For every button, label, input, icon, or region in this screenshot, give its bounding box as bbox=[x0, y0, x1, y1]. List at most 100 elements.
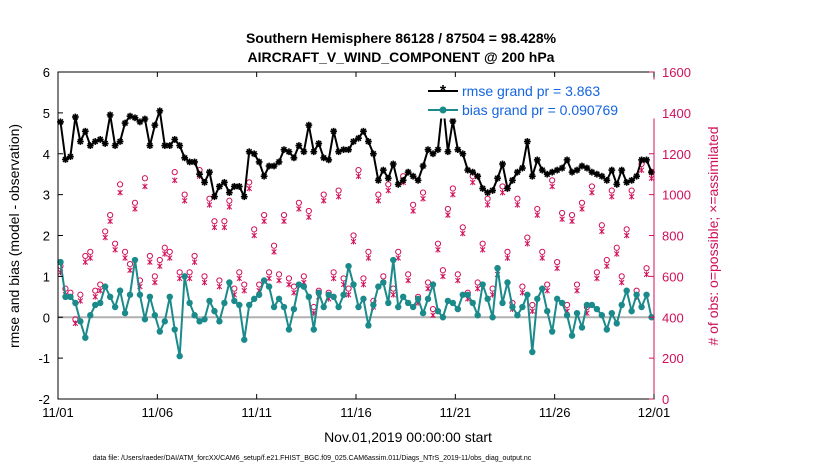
obs-assimilated-point bbox=[643, 271, 650, 278]
bias-point bbox=[419, 309, 427, 317]
rmse-point bbox=[414, 176, 422, 184]
obs-assimilated-point bbox=[559, 216, 565, 223]
obs-possible-point bbox=[623, 226, 630, 233]
obs-assimilated-point bbox=[469, 179, 476, 186]
bias-point bbox=[489, 314, 496, 321]
bias-point bbox=[414, 295, 422, 303]
obs-possible-point bbox=[176, 269, 183, 276]
obs-possible-point bbox=[191, 252, 198, 260]
rmse-point bbox=[151, 121, 159, 129]
obs-assimilated-point bbox=[171, 177, 178, 184]
obs-assimilated-point bbox=[648, 175, 655, 182]
bias-point bbox=[255, 291, 263, 298]
obs-assimilated-point bbox=[112, 246, 118, 253]
obs-possible-point bbox=[216, 277, 223, 284]
obs-possible-point bbox=[588, 183, 596, 190]
y2-tick-label: 1000 bbox=[662, 188, 691, 203]
rmse-point bbox=[533, 156, 541, 164]
obs-assimilated-point bbox=[82, 259, 89, 265]
obs-possible-point bbox=[360, 275, 367, 282]
rmse-point bbox=[86, 142, 94, 149]
bias-point bbox=[62, 293, 69, 301]
obs-possible-point bbox=[161, 244, 168, 251]
bias-point bbox=[136, 291, 144, 298]
rmse-point bbox=[176, 142, 184, 149]
obs-assimilated-point bbox=[430, 312, 436, 319]
bias-point bbox=[548, 328, 556, 335]
rmse-point bbox=[171, 136, 179, 143]
bias-point bbox=[519, 303, 526, 311]
bias-point bbox=[588, 301, 596, 309]
obs-possible-point bbox=[539, 248, 546, 255]
obs-assimilated-point bbox=[330, 275, 337, 282]
obs-possible-point bbox=[643, 265, 650, 272]
bias-point bbox=[499, 299, 506, 307]
obs-possible-point bbox=[568, 211, 576, 219]
rmse-point bbox=[504, 185, 511, 192]
x-tick-label: 11/11 bbox=[241, 405, 272, 420]
obs-assimilated-point bbox=[623, 232, 630, 239]
obs-possible-point bbox=[444, 205, 451, 213]
obs-assimilated-point bbox=[122, 255, 128, 261]
bias-point bbox=[211, 307, 218, 315]
x-tick-label: 12/01 bbox=[638, 405, 671, 420]
bias-point bbox=[345, 262, 352, 270]
bias-point bbox=[524, 291, 531, 298]
obs-assimilated-point bbox=[261, 218, 267, 225]
bias-point bbox=[444, 297, 452, 305]
obs-assimilated-point bbox=[87, 255, 94, 261]
obs-possible-point bbox=[618, 273, 625, 280]
obs-assimilated-point bbox=[221, 224, 228, 231]
obs-possible-point bbox=[171, 169, 178, 176]
rmse-point bbox=[494, 174, 501, 182]
bias-point bbox=[355, 303, 362, 311]
obs-assimilated-point bbox=[266, 275, 272, 282]
bias-point bbox=[544, 307, 551, 315]
rmse-point bbox=[389, 160, 397, 168]
obs-assimilated-point bbox=[92, 293, 99, 300]
rmse-point bbox=[409, 172, 417, 180]
obs-possible-point bbox=[330, 269, 337, 276]
obs-possible-point bbox=[87, 248, 94, 255]
bias-point bbox=[146, 293, 154, 301]
obs-assimilated-point bbox=[375, 197, 382, 204]
obs-assimilated-point bbox=[306, 214, 312, 220]
obs-assimilated-point bbox=[613, 251, 620, 257]
obs-assimilated-point bbox=[390, 291, 397, 298]
rmse-point bbox=[638, 156, 645, 164]
bias-point bbox=[618, 301, 625, 309]
rmse-point bbox=[216, 183, 223, 190]
obs-assimilated-point bbox=[97, 287, 103, 294]
rmse-point bbox=[295, 142, 303, 149]
obs-assimilated-point bbox=[474, 285, 481, 292]
y2-tick-label: 1200 bbox=[662, 147, 691, 162]
rmse-point bbox=[618, 166, 626, 174]
bias-point bbox=[72, 299, 79, 307]
bias-point bbox=[335, 303, 342, 311]
obs-possible-point bbox=[251, 226, 258, 233]
obs-assimilated-point bbox=[166, 255, 173, 261]
bias-point bbox=[320, 303, 327, 311]
bias-point bbox=[578, 324, 586, 331]
rmse-point bbox=[240, 193, 248, 201]
rmse-point bbox=[613, 181, 621, 188]
bias-point bbox=[161, 318, 168, 325]
bias-point bbox=[111, 303, 119, 311]
rmse-point bbox=[434, 146, 442, 154]
obs-possible-point bbox=[151, 273, 158, 280]
bias-point bbox=[330, 293, 337, 301]
bias-point bbox=[553, 295, 561, 303]
obs-possible-point bbox=[544, 281, 551, 288]
bias-point bbox=[474, 312, 481, 319]
obs-possible-point bbox=[131, 199, 139, 206]
obs-assimilated-point bbox=[435, 246, 441, 253]
x-tick-label: 11/26 bbox=[539, 405, 571, 420]
y-tick-label: 6 bbox=[43, 65, 50, 80]
obs-possible-point bbox=[146, 252, 153, 260]
bias-point bbox=[558, 299, 566, 307]
obs-possible-point bbox=[603, 256, 610, 264]
legend-box bbox=[423, 79, 655, 119]
rmse-point bbox=[121, 119, 129, 127]
rmse-point bbox=[191, 158, 198, 166]
obs-possible-point bbox=[519, 283, 526, 290]
